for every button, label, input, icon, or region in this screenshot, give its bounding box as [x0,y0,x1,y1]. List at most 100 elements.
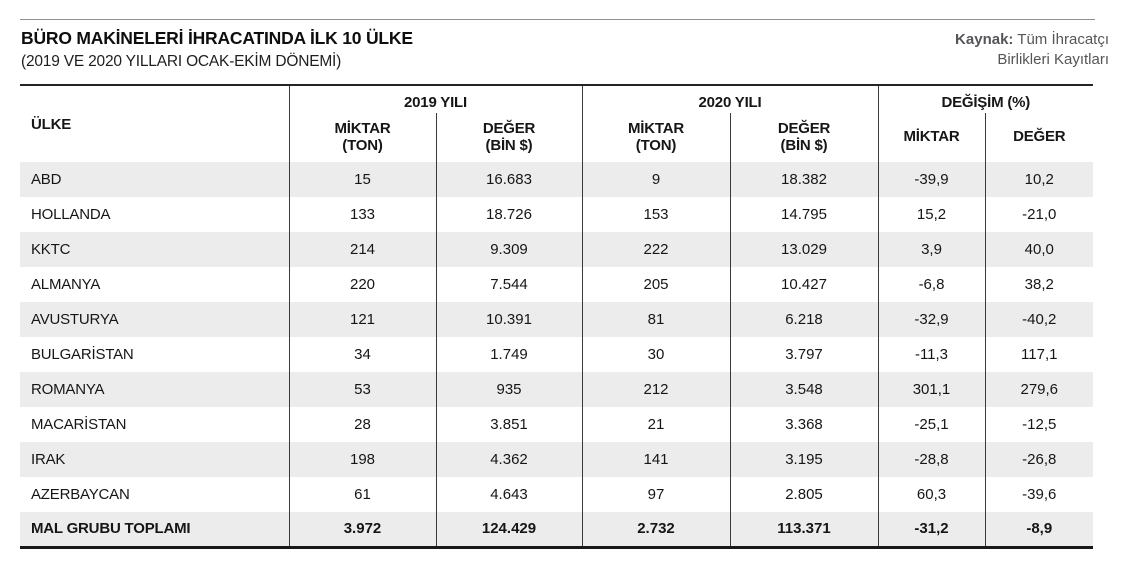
qty-2019-label: MİKTAR [334,119,391,137]
chg-qty-cell: -25,1 [877,407,985,442]
table-row: BULGARİSTAN 34 1.749 30 3.797 -11,3 117,1 [20,337,1094,372]
qty-2020-cell: 153 [581,197,730,232]
val-2020-total-cell: 113.371 [729,512,878,549]
chg-val-cell: -40,2 [984,302,1094,337]
masthead: BÜRO MAKİNELERİ İHRACATINDA İLK 10 ÜLKE … [21,28,1109,71]
chg-val-cell: 10,2 [984,162,1094,197]
qty-2019-cell: 15 [288,162,436,197]
qty-2020-cell: 205 [581,267,730,302]
top-divider-rule [20,19,1095,20]
chg-qty-cell: -39,9 [877,162,985,197]
val-2019-cell: 16.683 [435,162,582,197]
country-cell: AZERBAYCAN [31,486,130,503]
page-subtitle: (2019 VE 2020 YILLARI OCAK-EKİM DÖNEMİ) [21,53,342,70]
chg-qty-cell: 15,2 [877,197,985,232]
chg-val-total-cell: -8,9 [984,512,1094,549]
country-cell: BULGARİSTAN [31,346,134,363]
source-text-line1: Tüm İhracatçı [1013,31,1109,48]
qty-2019-column-header: MİKTAR (TON) [288,113,436,162]
val-2020-cell: 3.548 [729,372,878,407]
val-2020-cell: 6.218 [729,302,878,337]
qty-2020-cell: 30 [581,337,730,372]
page-title: BÜRO MAKİNELERİ İHRACATINDA İLK 10 ÜLKE [21,28,413,48]
title-block: BÜRO MAKİNELERİ İHRACATINDA İLK 10 ÜLKE … [21,28,413,71]
qty-2020-cell: 9 [581,162,730,197]
val-2019-cell: 4.643 [435,477,582,512]
table-total-row: MAL GRUBU TOPLAMI 3.972 124.429 2.732 113.37… [20,512,1094,549]
val-2019-cell: 4.362 [435,442,582,477]
qty-2020-column-header: MİKTAR (TON) [581,113,730,162]
val-2019-total-cell: 124.429 [435,512,582,549]
table-row: ROMANYA 53 935 212 3.548 301,1 279,6 [20,372,1094,407]
val-2020-cell: 3.797 [729,337,878,372]
chg-qty-cell: 3,9 [877,232,985,267]
table-row: KKTC 214 9.309 222 13.029 3,9 40,0 [20,232,1094,267]
qty-2020-total-cell: 2.732 [581,512,730,549]
val-2020-cell: 3.195 [729,442,878,477]
chg-qty-column-header: MİKTAR [877,113,985,162]
val-2019-cell: 10.391 [435,302,582,337]
qty-2019-cell: 121 [288,302,436,337]
country-cell: KKTC [31,241,71,258]
table-sub-header-row: MİKTAR (TON) DEĞER (BİN $) MİKTAR (TON) DEĞ… [20,113,1094,162]
qty-2020-cell: 97 [581,477,730,512]
val-2020-cell: 13.029 [729,232,878,267]
country-cell: MACARİSTAN [31,416,127,433]
val-2019-cell: 1.749 [435,337,582,372]
table-row: ABD 15 16.683 9 18.382 -39,9 10,2 [20,162,1094,197]
val-2020-unit: (BİN $) [780,136,828,154]
country-cell: AVUSTURYA [31,311,119,328]
country-total-cell: MAL GRUBU TOPLAMI [20,512,289,549]
qty-2020-cell: 222 [581,232,730,267]
chg-val-cell: 117,1 [984,337,1094,372]
qty-2020-unit: (TON) [635,136,677,154]
val-2019-label: DEĞER [482,119,536,137]
country-cell: IRAK [31,451,66,468]
val-2019-unit: (BİN $) [485,136,533,154]
chg-val-cell: 40,0 [984,232,1094,267]
val-2020-cell: 14.795 [729,197,878,232]
val-2019-cell: 7.544 [435,267,582,302]
source-text-line2: Birlikleri Kayıtları [997,50,1109,68]
qty-2019-unit: (TON) [342,136,383,154]
chg-qty-cell: -32,9 [877,302,985,337]
qty-2020-label: MİKTAR [627,119,684,137]
chg-val-cell: -21,0 [984,197,1094,232]
val-2019-cell: 3.851 [435,407,582,442]
val-2019-column-header: DEĞER (BİN $) [435,113,582,162]
table-row: ALMANYA 220 7.544 205 10.427 -6,8 38,2 [20,267,1094,302]
country-cell: HOLLANDA [31,206,111,223]
qty-2020-cell: 141 [581,442,730,477]
country-cell: ALMANYA [31,276,101,293]
table-row: HOLLANDA 133 18.726 153 14.795 15,2 -21,0 [20,197,1094,232]
source-note: Kaynak: Tüm İhracatçı Birlikleri Kayıtla… [955,30,1109,70]
val-2019-cell: 18.726 [435,197,582,232]
qty-2019-cell: 214 [288,232,436,267]
chg-val-column-header: DEĞER [984,113,1094,162]
country-cell: ABD [31,171,62,188]
chg-val-cell: -39,6 [984,477,1094,512]
table-row: MACARİSTAN 28 3.851 21 3.368 -25,1 -12,5 [20,407,1094,442]
qty-2020-cell: 21 [581,407,730,442]
export-table: ÜLKE 2019 YILI 2020 YILI DEĞİŞİM (%) MİK… [20,84,1094,549]
chg-qty-cell: -11,3 [877,337,985,372]
country-cell: ROMANYA [31,381,105,398]
qty-2020-cell: 212 [581,372,730,407]
country-column-header: ÜLKE [31,115,72,133]
val-2020-cell: 18.382 [729,162,878,197]
chg-qty-cell: -6,8 [877,267,985,302]
qty-2019-cell: 133 [288,197,436,232]
table-row: IRAK 198 4.362 141 3.195 -28,8 -26,8 [20,442,1094,477]
chg-val-cell: 279,6 [984,372,1094,407]
val-2019-cell: 9.309 [435,232,582,267]
val-2020-cell: 10.427 [729,267,878,302]
chg-val-cell: -12,5 [984,407,1094,442]
qty-2020-cell: 81 [581,302,730,337]
qty-2019-total-cell: 3.972 [288,512,436,549]
group-header-2019: 2019 YILI [288,85,582,113]
qty-2019-cell: 34 [288,337,436,372]
chg-val-cell: 38,2 [984,267,1094,302]
table-group-header-row: ÜLKE 2019 YILI 2020 YILI DEĞİŞİM (%) [20,85,1094,133]
val-2020-cell: 2.805 [729,477,878,512]
